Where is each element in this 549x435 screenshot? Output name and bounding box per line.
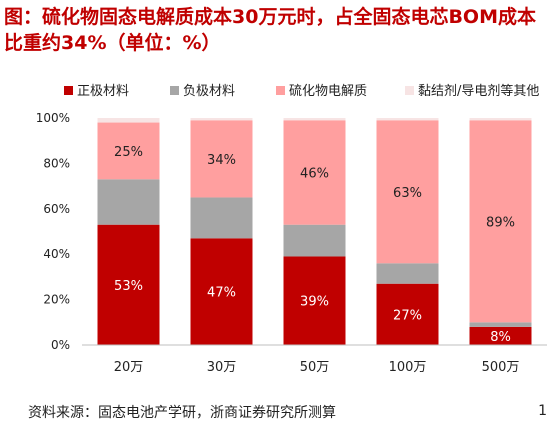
bar-segment-electrolyte — [376, 120, 439, 264]
legend-label-positive: 正极材料 — [77, 84, 129, 99]
legend-label-anode: 负极材料 — [183, 84, 235, 99]
legend-swatch-electrolyte — [276, 86, 285, 95]
data-label-electrolyte: 89% — [486, 215, 515, 230]
y-tick-label: 80% — [43, 156, 70, 170]
x-tick-label: 50万 — [300, 360, 330, 375]
data-label-positive: 53% — [114, 279, 143, 294]
bar-segment-positive — [376, 283, 439, 345]
y-tick-label: 100% — [36, 111, 70, 125]
data-label-positive: 39% — [300, 295, 329, 310]
legend-swatch-anode — [170, 86, 179, 95]
bar-segment-other — [283, 118, 346, 121]
bar-segment-electrolyte — [283, 120, 346, 225]
legend-swatch-other — [405, 86, 414, 95]
source-note: 资料来源：固态电池产学研，浙商证券研究所测算 — [28, 405, 336, 421]
data-label-electrolyte: 34% — [207, 153, 236, 168]
bar-segment-other — [469, 118, 532, 121]
data-label-positive: 27% — [393, 308, 422, 323]
x-tick-label: 30万 — [207, 360, 237, 375]
x-axis: 20万 30万 50万 100万 500万 — [82, 344, 547, 375]
legend-label-electrolyte: 硫化物电解质 — [289, 84, 367, 99]
legend-label-other: 黏结剂/导电剂等其他 — [418, 83, 539, 99]
bar-segment-anode — [97, 179, 160, 225]
bar-segment-anode — [376, 263, 439, 284]
bar-segment-positive — [469, 326, 532, 345]
x-tick-label: 500万 — [482, 360, 520, 375]
y-tick-label: 0% — [51, 338, 70, 352]
chart-title: 图：硫化物固态电解质成本30万元时，占全固态电芯BOM成本比重约34%（单位：%… — [4, 6, 536, 54]
bar-segment-electrolyte — [190, 120, 253, 198]
y-tick-label: 40% — [43, 247, 70, 261]
data-label-electrolyte: 46% — [300, 166, 329, 181]
data-label-electrolyte: 63% — [393, 186, 422, 201]
bar-segment-anode — [469, 322, 532, 327]
y-tick-label: 20% — [43, 293, 70, 307]
bar-segment-other — [376, 118, 439, 121]
x-tick-label: 100万 — [389, 360, 427, 375]
legend-swatch-positive — [64, 86, 73, 95]
bars: 53% 25% 47% 34% 39% 46% 27% 63% 8% 89% — [97, 118, 532, 345]
data-label-positive: 8% — [490, 330, 511, 345]
bar-segment-other — [97, 118, 160, 123]
page-number: 1 — [538, 403, 547, 419]
bar-segment-anode — [190, 197, 253, 239]
bar-segment-electrolyte — [97, 122, 160, 180]
y-axis: 0% 20% 40% 60% 80% 100% — [36, 111, 70, 352]
bar-segment-positive — [190, 238, 253, 345]
data-label-positive: 47% — [207, 286, 236, 301]
bar-segment-positive — [97, 224, 160, 345]
bar-segment-anode — [283, 224, 346, 257]
legend: 正极材料 负极材料 硫化物电解质 黏结剂/导电剂等其他 — [64, 83, 539, 99]
y-tick-label: 60% — [43, 202, 70, 216]
bar-segment-positive — [283, 256, 346, 345]
x-tick-label: 20万 — [114, 360, 144, 375]
data-label-electrolyte: 25% — [114, 145, 143, 160]
bar-segment-other — [190, 118, 253, 121]
bar-segment-electrolyte — [469, 120, 532, 323]
